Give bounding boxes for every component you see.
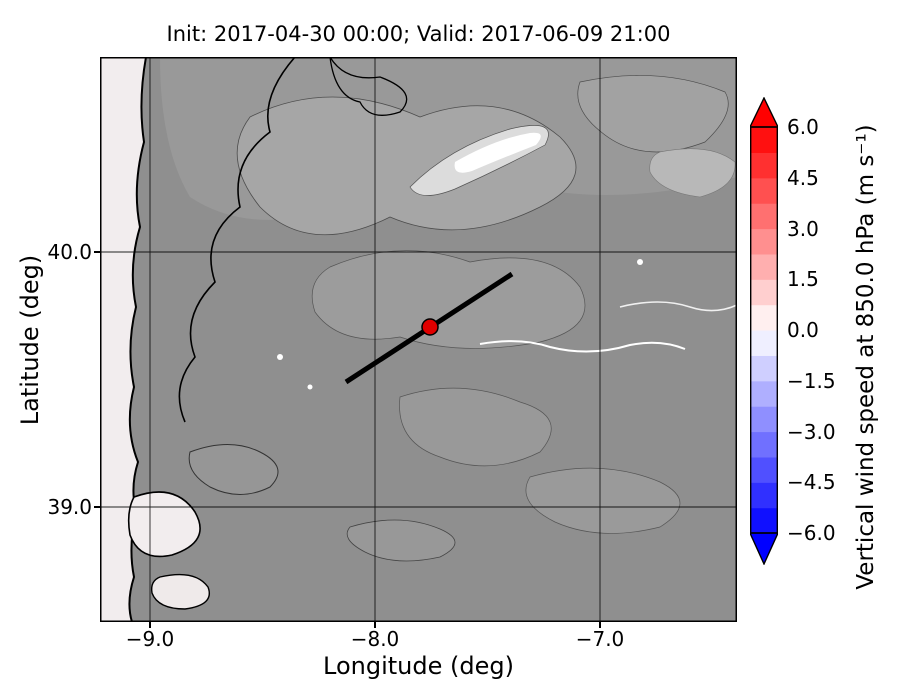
colorbar-segment	[750, 152, 778, 179]
y-axis-label: Latitude (deg)	[16, 254, 44, 426]
axis-tick	[94, 251, 100, 253]
colorbar-tick-label: −3.0	[787, 419, 836, 444]
colorbar-tick-labels: 6.0 4.5 3.0 1.5 0.0 −1.5 −3.0 −4.5 −6.0	[787, 115, 851, 545]
colorbar-tick-label: −1.5	[787, 368, 836, 393]
x-tick-label: −9.0	[125, 627, 175, 651]
colorbar-tick-label: −6.0	[787, 521, 836, 545]
map-plot-area	[100, 57, 737, 622]
grid-lines	[100, 57, 737, 622]
colorbar-tick-label: 3.0	[787, 216, 819, 241]
axis-tick	[374, 622, 376, 628]
colorbar-tick-label: −4.5	[787, 470, 836, 495]
colorbar-segment	[750, 380, 778, 407]
colorbar	[750, 97, 778, 565]
x-tick-label: −7.0	[575, 627, 625, 651]
axis-tick	[149, 622, 151, 628]
y-tick-label: 39.0	[47, 495, 92, 519]
colorbar-tick-label: 4.5	[787, 165, 819, 190]
colorbar-frame	[750, 126, 778, 534]
plot-title: Init: 2017-04-30 00:00; Valid: 2017-06-0…	[166, 22, 671, 46]
coastline	[100, 57, 210, 622]
colorbar-segment	[750, 330, 778, 356]
colorbar-segment	[750, 253, 778, 280]
colorbar-segment	[750, 431, 778, 458]
map-image	[100, 57, 737, 622]
colorbar-tick-label: 0.0	[787, 318, 819, 342]
colorbar-arrow-down	[750, 532, 778, 565]
colorbar-segment	[750, 127, 778, 153]
colorbar-segment	[750, 482, 778, 509]
colorbar-tick-label: 6.0	[787, 115, 819, 139]
axis-tick	[94, 506, 100, 508]
colorbar-segment	[750, 304, 778, 331]
colorbar-segment	[750, 228, 778, 255]
x-tick-label: −8.0	[350, 627, 400, 651]
terrain-contours	[178, 57, 408, 423]
colorbar-segment	[750, 406, 778, 433]
axis-tick	[599, 622, 601, 628]
x-axis-label: Longitude (deg)	[323, 652, 514, 680]
map-frame	[100, 57, 737, 622]
colorbar-segment	[750, 456, 778, 483]
colorbar-label: Vertical wind speed at 850.0 hPa (m s⁻¹)	[853, 124, 879, 590]
colorbar-segment	[750, 355, 778, 382]
colorbar-arrow-up	[750, 97, 778, 128]
colorbar-tick-label: 1.5	[787, 267, 819, 292]
colorbar-segment	[750, 279, 778, 306]
colorbar-segment	[750, 203, 778, 230]
y-tick-label: 40.0	[47, 240, 92, 264]
colorbar-segment	[750, 507, 778, 534]
colorbar-segments	[750, 127, 778, 534]
colorbar-segment	[750, 177, 778, 204]
terrain-shading	[100, 57, 737, 622]
point-marker	[421, 318, 439, 336]
